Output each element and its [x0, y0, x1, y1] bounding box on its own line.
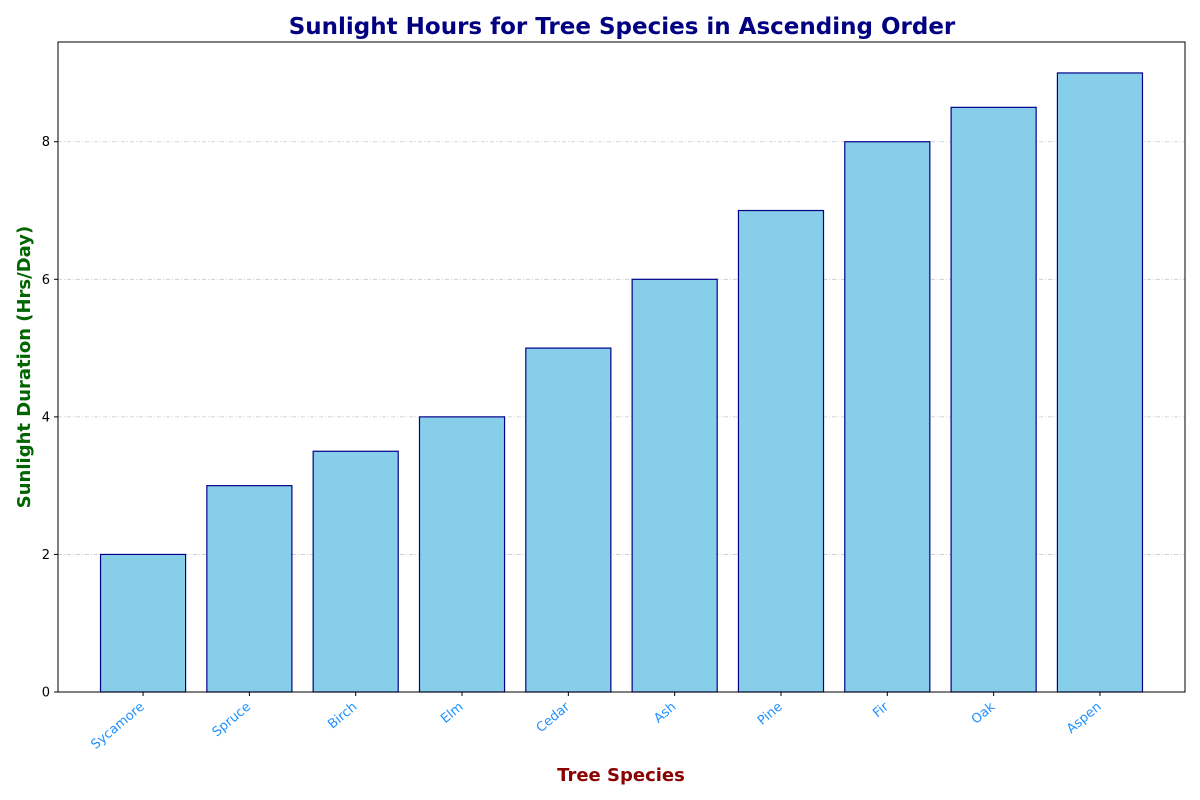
bar-birch: [312, 450, 399, 693]
x-tick-label: Ash: [651, 700, 679, 727]
x-axis-label: Tree Species: [557, 765, 685, 786]
x-tick-label: Elm: [438, 700, 466, 727]
bar-elm: [418, 416, 506, 693]
x-tick-label: Fir: [870, 699, 892, 721]
x-tick-label: Pine: [755, 700, 786, 729]
bar-aspen: [1056, 72, 1144, 693]
bar-ash: [631, 278, 718, 693]
y-axis-ticks: 0 2 4 6 8: [42, 135, 58, 701]
bar-spruce: [206, 485, 293, 693]
bar-pine: [737, 209, 825, 693]
y-tick-label: 6: [42, 273, 50, 288]
x-tick-label: Spruce: [210, 700, 254, 741]
plot-frame: [57, 41, 1186, 693]
x-tick-label: Oak: [969, 699, 999, 727]
x-axis-ticks: Sycamore Spruce Birch Elm Cedar Ash Pine Fir Oak…: [88, 692, 1105, 753]
y-tick-label: 2: [42, 548, 50, 563]
bars: [99, 72, 1144, 693]
bar-sycamore: [99, 553, 187, 693]
y-axis-label: Sunlight Duration (Hrs/Day): [14, 226, 35, 508]
x-tick-label: Birch: [325, 700, 360, 733]
bar-oak: [950, 106, 1037, 693]
x-tick-label: Sycamore: [88, 700, 147, 753]
y-tick-label: 0: [42, 686, 50, 701]
bar-fir: [844, 141, 931, 693]
x-tick-label: Aspen: [1064, 700, 1104, 737]
y-tick-label: 4: [42, 410, 50, 425]
y-tick-label: 8: [42, 135, 50, 150]
x-tick-label: Cedar: [534, 699, 574, 736]
chart-title: Sunlight Hours for Tree Species in Ascen…: [289, 14, 956, 40]
bar-cedar: [525, 347, 612, 693]
